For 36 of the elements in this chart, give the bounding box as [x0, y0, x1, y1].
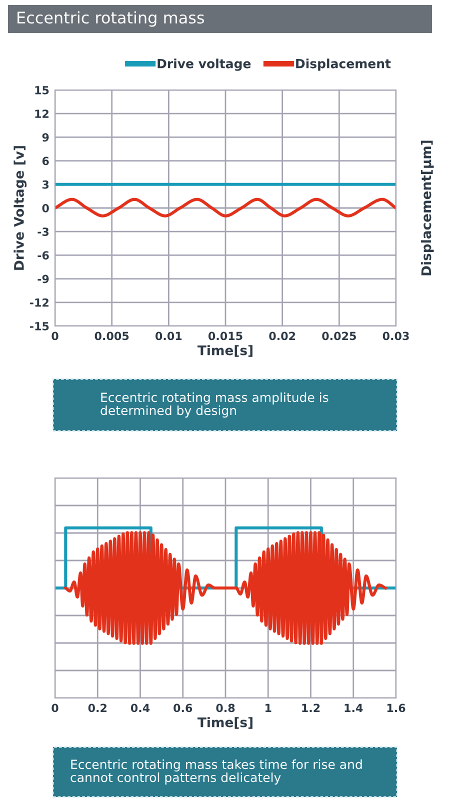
y-tick-label: 6 — [42, 156, 49, 166]
x-tick-label: 1.2 — [302, 704, 320, 712]
x-axis-title: Time[s] — [197, 345, 252, 357]
x-axis-title: Time[s] — [197, 717, 252, 729]
x-tick-label: 0.01 — [155, 332, 182, 340]
x-tick-label: 1 — [266, 704, 272, 712]
y-axis-title: Drive Voltage [v] — [14, 146, 27, 270]
x-tick-label: 0.8 — [216, 704, 235, 712]
x-tick-label: 1.6 — [387, 704, 406, 712]
y2-axis-title: Displacement[μm] — [421, 140, 434, 276]
y-tick-label: 12 — [35, 110, 48, 118]
x-tick-label: 0.2 — [88, 704, 106, 712]
text: Eccentric rotating mass amplitude is determined by design — [100, 392, 328, 418]
y-tick-label: 3 — [42, 180, 49, 189]
chart-title: Eccentric rotating mass — [18, 11, 204, 27]
x-tick-label: 1.4 — [344, 704, 363, 712]
text: Eccentric rotating mass takes time for rise and cannot control patterns delicately — [70, 759, 362, 785]
y-tick-label: 9 — [42, 133, 49, 142]
y-tick-label: -6 — [38, 251, 49, 260]
x-tick-label: 0.4 — [130, 704, 150, 712]
x-tick-label: 0 — [52, 332, 58, 340]
y-tick-label: -3 — [38, 228, 49, 236]
x-tick-label: 0 — [52, 704, 58, 712]
x-tick-label: 0.015 — [208, 332, 242, 340]
y-tick-label: -9 — [38, 274, 49, 284]
x-tick-label: 0.03 — [382, 332, 409, 340]
x-tick-label: 0.02 — [269, 332, 296, 340]
y-tick-label: 0 — [42, 204, 49, 212]
x-tick-label: 0.005 — [94, 332, 129, 340]
legend-label: Drive voltage — [158, 58, 251, 71]
x-tick-label: 0.6 — [174, 704, 192, 712]
y-tick-label: -15 — [30, 322, 49, 330]
y-tick-label: 15 — [35, 86, 49, 94]
legend-label: Displacement — [296, 58, 391, 71]
y-tick-label: -12 — [30, 298, 48, 307]
x-tick-label: 0.025 — [322, 332, 356, 340]
